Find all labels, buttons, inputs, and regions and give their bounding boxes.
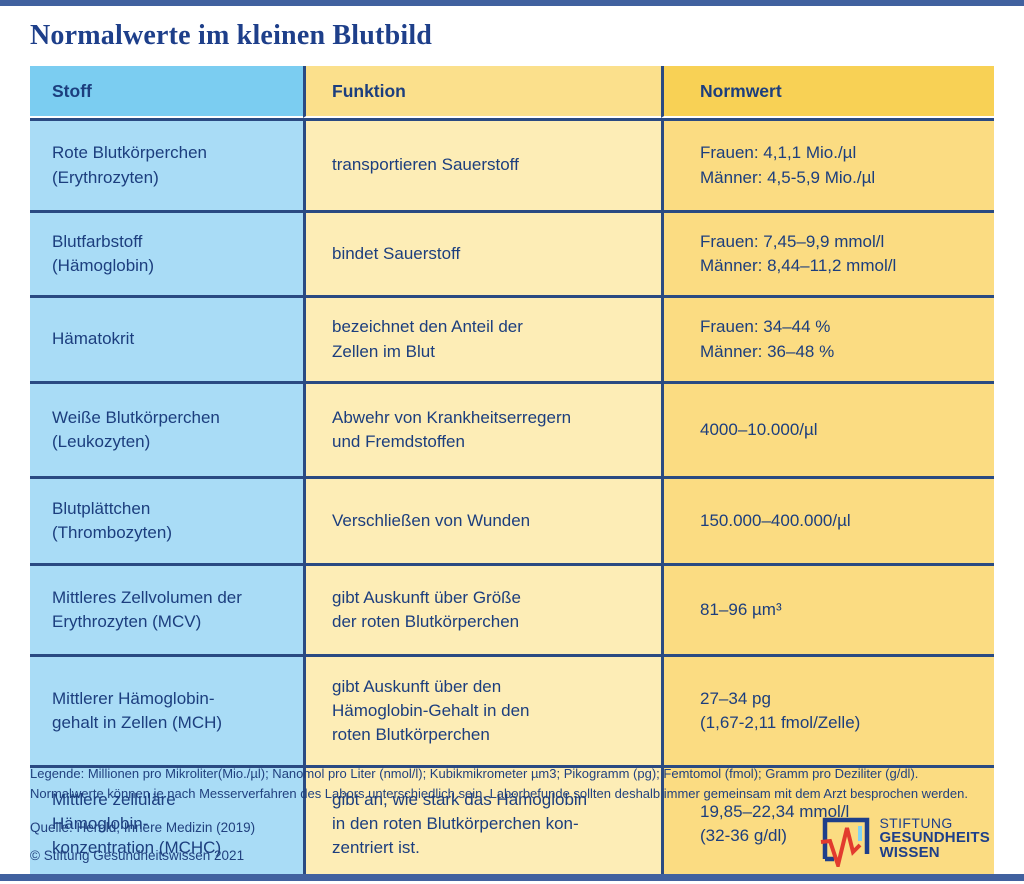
table-row: Rote Blutkörperchen (Erythrozyten) trans… — [30, 118, 994, 210]
logo-wordmark: STIFTUNG GESUNDHEITS WISSEN — [879, 813, 990, 860]
normwert-cell: 27–34 pg (1,67-2,11 fmol/Zelle) — [661, 654, 994, 765]
funktion-cell: bindet Sauerstoff — [303, 210, 661, 295]
stoff-cell: Hämatokrit — [30, 295, 303, 381]
normwert-cell: Frauen: 7,45–9,9 mmol/l Männer: 8,44–11,… — [661, 210, 994, 295]
stoff-cell: Mittleres Zellvolumen der Erythrozyten (… — [30, 563, 303, 654]
blood-values-table: Stoff Funktion Normwert Rote Blutkörperc… — [30, 66, 994, 880]
table-row: Blutplättchen (Thrombozyten) Verschließe… — [30, 476, 994, 563]
stoff-cell: Blutplättchen (Thrombozyten) — [30, 476, 303, 563]
funktion-cell: gibt an, wie stark das Hämoglobin in den… — [303, 765, 661, 880]
table-row: Weiße Blutkörperchen (Leukozyten) Abwehr… — [30, 381, 994, 476]
logo-line-gesundheits: GESUNDHEITS — [879, 829, 990, 846]
bottom-border-bar — [0, 874, 1024, 881]
funktion-cell: Abwehr von Krankheitserregern und Fremds… — [303, 381, 661, 476]
stoff-cell: Weiße Blutkörperchen (Leukozyten) — [30, 381, 303, 476]
table-row: Mittlerer Hämoglobin- gehalt in Zellen (… — [30, 654, 994, 765]
stoff-cell: Mittlerer Hämoglobin- gehalt in Zellen (… — [30, 654, 303, 765]
column-header-funktion: Funktion — [303, 66, 661, 118]
funktion-cell: transportieren Sauerstoff — [303, 118, 661, 210]
table-row: Hämatokrit bezeichnet den Anteil der Zel… — [30, 295, 994, 381]
normwert-cell: 150.000–400.000/µl — [661, 476, 994, 563]
stiftung-gesundheitswissen-logo: STIFTUNG GESUNDHEITS WISSEN — [820, 813, 990, 867]
funktion-cell: gibt Auskunft über Größe der roten Blutk… — [303, 563, 661, 654]
table-header-row: Stoff Funktion Normwert — [30, 66, 994, 118]
funktion-cell: bezeichnet den Anteil der Zellen im Blut — [303, 295, 661, 381]
column-header-normwert: Normwert — [661, 66, 994, 118]
stoff-cell: Rote Blutkörperchen (Erythrozyten) — [30, 118, 303, 210]
copyright-text: © Stiftung Gesundheitswissen 2021 — [30, 848, 245, 863]
source-text: Quelle: Herold, Innere Medizin (2019) — [30, 820, 256, 835]
legend-text: Legende: Millionen pro Mikroliter(Mio./µ… — [30, 766, 968, 802]
table-row: Blutfarbstoff (Hämoglobin) bindet Sauers… — [30, 210, 994, 295]
column-header-stoff: Stoff — [30, 66, 303, 118]
stoff-cell: Mittlere zelluläre Hämoglobin- konzentra… — [30, 765, 303, 880]
logo-line-stiftung: STIFTUNG — [879, 815, 953, 831]
normwert-cell: 4000–10.000/µl — [661, 381, 994, 476]
stoff-cell: Blutfarbstoff (Hämoglobin) — [30, 210, 303, 295]
funktion-cell: gibt Auskunft über den Hämoglobin-Gehalt… — [303, 654, 661, 765]
top-border-bar — [0, 0, 1024, 6]
normwert-cell: Frauen: 4,1,1 Mio./µl Männer: 4,5-5,9 Mi… — [661, 118, 994, 210]
heartbeat-square-icon — [821, 817, 870, 867]
normwert-cell: Frauen: 34–44 % Männer: 36–48 % — [661, 295, 994, 381]
page-title: Normalwerte im kleinen Blutbild — [30, 20, 433, 51]
logo-line-wissen: WISSEN — [879, 844, 940, 861]
normwert-cell: 81–96 µm³ — [661, 563, 994, 654]
funktion-cell: Verschließen von Wunden — [303, 476, 661, 563]
table-row: Mittleres Zellvolumen der Erythrozyten (… — [30, 563, 994, 654]
